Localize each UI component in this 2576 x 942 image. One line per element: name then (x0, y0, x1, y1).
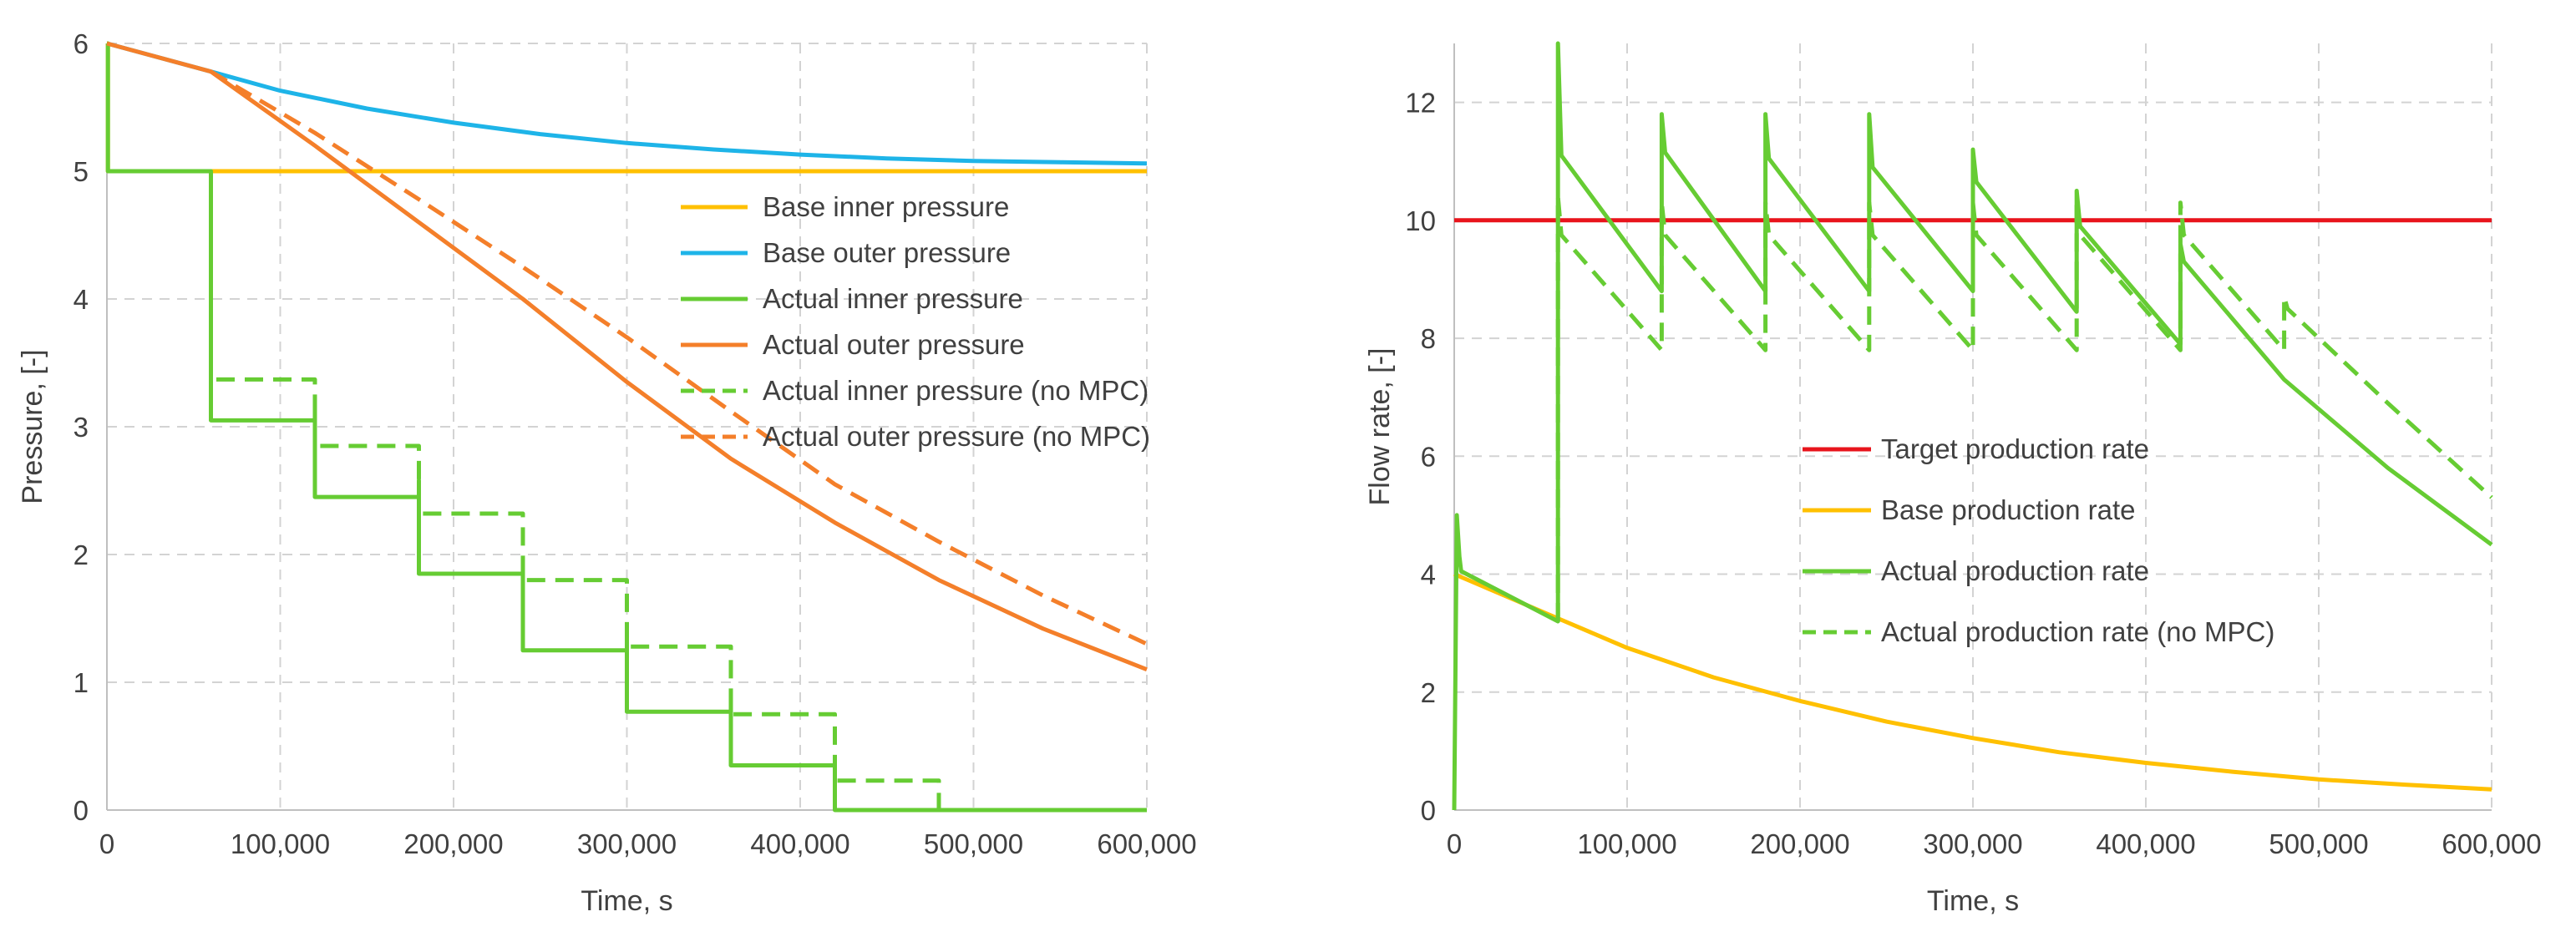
x-tick-label: 300,000 (577, 828, 677, 859)
legend: Target production rate Base production ra… (1803, 433, 2274, 647)
x-tick-label: 500,000 (2269, 828, 2368, 859)
series-line-actual-production-rate-no-mpc (1555, 195, 2493, 621)
y-axis-title: Flow rate, [-] (1364, 348, 1396, 506)
legend: Base inner pressure Base outer pressure Ac… (681, 191, 1150, 452)
x-tick-label: 400,000 (750, 828, 849, 859)
x-tick-label: 100,000 (231, 828, 330, 859)
y-tick-label: 4 (74, 284, 89, 315)
y-axis-title: Pressure, [-] (17, 349, 48, 504)
legend-label: Actual outer pressure (no MPC) (763, 421, 1150, 452)
y-tick-label: 10 (1405, 205, 1436, 236)
x-tick-label: 0 (1447, 828, 1462, 859)
y-tick-label: 12 (1405, 88, 1436, 119)
y-tick-label: 0 (1421, 795, 1436, 826)
y-tick-label: 5 (74, 156, 89, 187)
chart-1: 0 100,000 200,000 300,000 400,000 500,000 600,… (17, 28, 1197, 917)
legend-label: Actual inner pressure (no MPC) (763, 375, 1149, 406)
y-tick-label: 1 (74, 667, 89, 698)
x-tick-label: 200,000 (1750, 828, 1849, 859)
x-tick-label: 0 (99, 828, 114, 859)
y-tick-label: 2 (1421, 677, 1436, 708)
series-line-actual-outer-pressure-no-mpc (210, 69, 1149, 646)
x-tick-label: 600,000 (2442, 828, 2541, 859)
y-tick-label: 3 (74, 412, 89, 443)
x-tick-label: 300,000 (1923, 828, 2022, 859)
y-tick-label: 2 (74, 539, 89, 570)
y-tick-label: 8 (1421, 323, 1436, 354)
x-tick-label: 600,000 (1097, 828, 1196, 859)
plot-area (105, 41, 1149, 813)
legend-label: Target production rate (1881, 433, 2149, 464)
series-line-actual-outer-pressure (106, 41, 1148, 672)
series-line-base-outer-pressure (106, 41, 1148, 166)
y-tick-label: 0 (74, 795, 89, 826)
plot-area (1452, 41, 2493, 811)
legend-label: Base production rate (1881, 494, 2136, 525)
x-tick-label: 100,000 (1577, 828, 1676, 859)
x-tick-label: 200,000 (403, 828, 503, 859)
y-tick-label: 6 (1421, 441, 1436, 472)
chart-2: 0 100,000 200,000 300,000 400,000 500,000 600,… (1364, 41, 2542, 917)
legend-label: Actual inner pressure (763, 283, 1023, 314)
legend-label: Base inner pressure (763, 191, 1009, 222)
legend-label: Actual production rate (no MPC) (1881, 616, 2274, 647)
legend-label: Base outer pressure (763, 237, 1011, 268)
y-tick-label: 4 (1421, 560, 1436, 590)
series-line-actual-inner-pressure-no-mpc (209, 356, 1147, 813)
y-tick-label: 6 (74, 28, 89, 59)
legend-label: Actual outer pressure (763, 329, 1025, 360)
series-line-base-production-rate (1453, 572, 2492, 792)
x-tick-label: 500,000 (924, 828, 1023, 859)
x-tick-label: 400,000 (2096, 828, 2195, 859)
x-axis-title: Time, s (581, 885, 672, 917)
x-axis-title: Time, s (1927, 885, 2019, 917)
legend-label: Actual production rate (1881, 555, 2149, 586)
